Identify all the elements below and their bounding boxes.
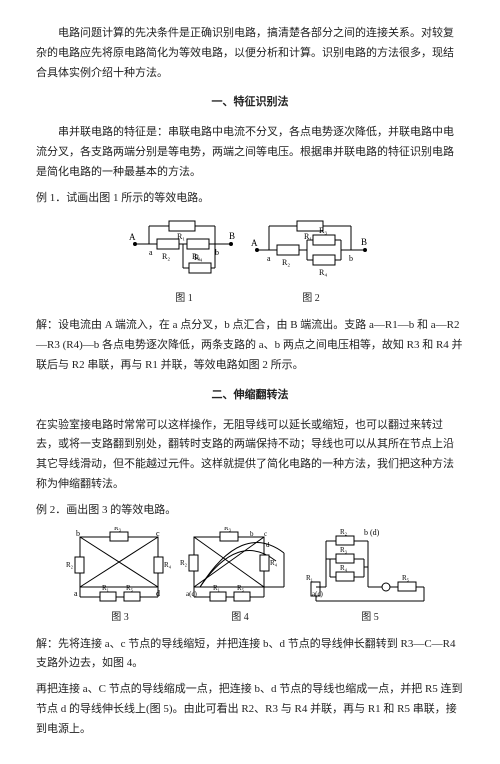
svg-text:b: b: [215, 248, 219, 257]
svg-text:a: a: [74, 589, 78, 598]
svg-text:R₁: R₁: [213, 584, 220, 592]
page: 电路问题计算的先决条件是正确识别电路，搞清楚各部分之间的连接关系。对较复杂的电路…: [0, 0, 500, 764]
svg-text:R₁: R₁: [306, 574, 313, 582]
svg-text:R₁: R₁: [177, 232, 185, 241]
svg-text:R₅: R₅: [237, 584, 245, 592]
svg-text:R₂: R₂: [66, 561, 74, 569]
svg-text:a(c): a(c): [312, 590, 324, 598]
svg-text:d: d: [266, 541, 270, 549]
svg-text:R₂: R₂: [180, 559, 188, 567]
s2-solution-1: 解：先将连接 a、c 节点的导线缩短，并把连接 b、d 节点的导线伸长翻转到 R…: [36, 635, 464, 675]
s2-paragraph-1: 在实验室接电路时常常可以这样操作，无阻导线可以延长或缩短，也可以翻过来转过去，或…: [36, 416, 464, 495]
svg-text:R₂: R₂: [162, 252, 170, 261]
figure-row-1: A a R₁ R₂ R₃: [36, 214, 464, 308]
svg-text:A: A: [129, 232, 136, 242]
svg-text:R₄: R₄: [194, 253, 202, 262]
svg-text:R₅: R₅: [126, 584, 134, 592]
figure-1: A a R₁ R₂ R₃: [129, 214, 239, 308]
example-1: 例 1．试画出图 1 所示的等效电路。: [36, 189, 464, 209]
figure-row-2: b c a d R₃ R₂ R₁ R₅: [36, 527, 464, 627]
figure-3: b c a d R₃ R₂ R₁ R₅: [66, 527, 174, 627]
svg-text:R₂: R₂: [340, 528, 348, 536]
svg-text:b (d): b (d): [364, 528, 380, 537]
figure-3-label: 图 3: [66, 609, 174, 627]
figure-4-label: 图 4: [180, 609, 300, 627]
s1-solution: 解：设电流由 A 端流入，在 a 点分叉，b 点汇合，由 B 端流出。支路 a—…: [36, 316, 464, 375]
svg-text:R₃: R₃: [224, 527, 232, 532]
figure-4: b d R₃ c R₄ R₂ a(c) R₁: [180, 527, 300, 627]
section-2-title: 二、伸缩翻转法: [36, 386, 464, 406]
figure-5-label: 图 5: [306, 609, 434, 627]
figure-1-label: 图 1: [129, 290, 239, 308]
svg-text:a: a: [267, 254, 271, 263]
figure-5: b (d) R₂ R₃ R₄: [306, 527, 434, 627]
svg-text:R₂: R₂: [282, 258, 290, 267]
svg-text:A: A: [251, 238, 258, 248]
svg-text:R₃: R₃: [340, 546, 348, 554]
svg-text:c: c: [156, 529, 160, 538]
svg-text:b: b: [349, 254, 353, 263]
section-1-title: 一、特征识别法: [36, 93, 464, 113]
intro-paragraph: 电路问题计算的先决条件是正确识别电路，搞清楚各部分之间的连接关系。对较复杂的电路…: [36, 24, 464, 83]
figure-2-label: 图 2: [251, 290, 371, 308]
svg-text:R₃: R₃: [319, 226, 327, 235]
svg-text:R₄: R₄: [319, 268, 327, 277]
s1-paragraph-1: 串并联电路的特征是：串联电路中电流不分叉，各点电势逐次降低，并联电路中电流分叉，…: [36, 123, 464, 182]
svg-text:a: a: [149, 248, 153, 257]
svg-text:R₁: R₁: [102, 584, 109, 592]
svg-text:R₅: R₅: [402, 574, 410, 582]
svg-text:B: B: [229, 231, 235, 241]
s2-solution-2: 再把连接 a、C 节点的导线缩成一点，把连接 b、d 节点的导线也缩成一点，并把…: [36, 680, 464, 739]
example-2: 例 2．画出图 3 的等效电路。: [36, 501, 464, 521]
svg-text:R₄: R₄: [164, 561, 172, 569]
figure-2: A a R₁ R₂ R₃: [251, 214, 371, 308]
svg-text:R₄: R₄: [340, 564, 348, 572]
svg-text:B: B: [361, 237, 367, 247]
svg-text:b: b: [76, 529, 80, 538]
svg-text:R₄: R₄: [270, 559, 278, 567]
svg-text:R₃: R₃: [114, 527, 122, 532]
svg-text:c: c: [264, 530, 267, 538]
